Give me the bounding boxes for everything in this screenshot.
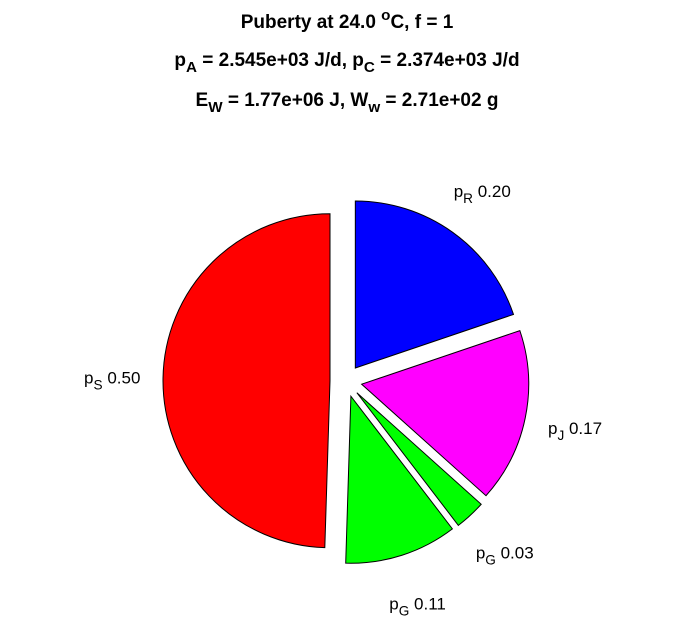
slice-value-label: 0.50 bbox=[103, 368, 141, 387]
chart-title: pA​ = 2.545e+03 J/d, pC​ = 2.374e+03 J/d bbox=[174, 50, 519, 76]
slice-label: pG​ 0.11 bbox=[389, 595, 446, 618]
slice-value-label: 0.11 bbox=[409, 595, 446, 614]
slice-label: pG​ 0.03 bbox=[476, 544, 534, 568]
slice-value-label: 0.20 bbox=[473, 182, 511, 201]
pie-slice bbox=[345, 394, 454, 564]
pie-slice bbox=[360, 330, 530, 497]
pie-slice bbox=[162, 213, 331, 549]
slice-label: pR​ 0.20 bbox=[454, 182, 511, 206]
chart-title: Puberty at 24.0 o​C, f = 1 bbox=[241, 7, 454, 33]
slice-category: pR​ bbox=[454, 182, 473, 206]
slice-category: pS​ bbox=[84, 368, 103, 392]
slice-label: pJ​ 0.17 bbox=[548, 419, 602, 443]
slice-label: pS​ 0.50 bbox=[84, 368, 140, 392]
chart-title: EW​ = 1.77e+06 J, Ww​ = 2.71e+02 g bbox=[196, 90, 499, 116]
pie-slice bbox=[354, 200, 515, 369]
slice-category: pG​ bbox=[476, 544, 496, 568]
slice-value-label: 0.17 bbox=[564, 419, 602, 438]
slice-category: pJ​ bbox=[548, 419, 564, 443]
slice-category: pG​ bbox=[389, 595, 409, 618]
pie-slice bbox=[356, 392, 482, 527]
slice-value-label: 0.03 bbox=[496, 544, 534, 563]
